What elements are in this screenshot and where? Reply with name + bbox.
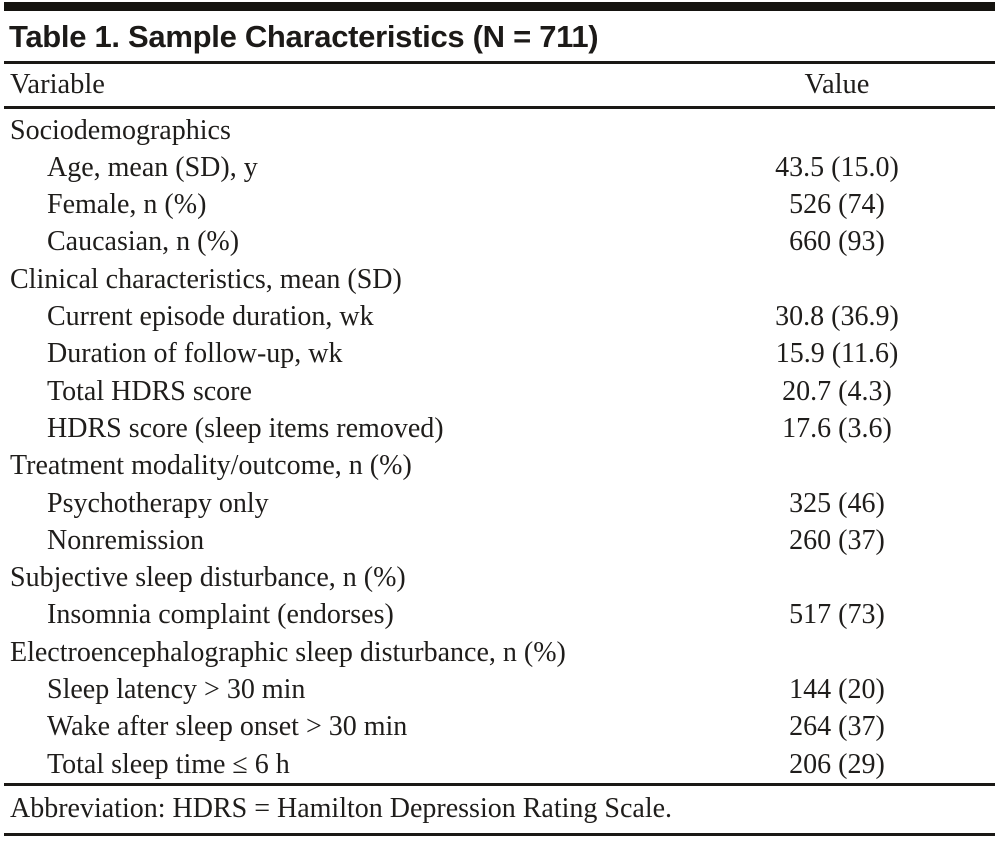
variable-cell: Insomnia complaint (endorses): [47, 599, 394, 631]
variable-cell: Duration of follow-up, wk: [47, 338, 343, 370]
value-cell: [687, 634, 987, 671]
value-cell: 20.7 (4.3): [782, 375, 892, 407]
value-cell: 15.9 (11.6): [775, 338, 899, 370]
top-accent-bar: [4, 2, 995, 11]
table-row: Insomnia complaint (endorses) 517 (73): [4, 596, 995, 633]
variable-cell: Sleep latency > 30 min: [47, 674, 306, 706]
value-cell: 43.5 (15.0): [775, 151, 899, 183]
section-header-label: Electroencephalographic sleep disturbanc…: [10, 636, 566, 668]
variable-cell: Total HDRS score: [47, 375, 252, 407]
section-header-row: Treatment modality/outcome, n (%): [4, 447, 995, 484]
value-cell: [687, 112, 987, 149]
table-body: Sociodemographics Age, mean (SD), y 43.5…: [4, 109, 995, 783]
table-footnote: Abbreviation: HDRS = Hamilton Depression…: [10, 793, 673, 825]
value-cell: 144 (20): [789, 674, 885, 706]
table-row: Total sleep time ≤ 6 h 206 (29): [4, 746, 995, 783]
section-header-row: Subjective sleep disturbance, n (%): [4, 559, 995, 596]
rule-above-footnote: [4, 782, 995, 786]
section-header-label: Treatment modality/outcome, n (%): [10, 450, 412, 482]
table-row: Female, n (%) 526 (74): [4, 186, 995, 223]
value-cell: 17.6 (3.6): [782, 412, 892, 444]
variable-cell: Nonremission: [47, 524, 205, 556]
variable-cell: Age, mean (SD), y: [47, 151, 258, 183]
column-header-variable: Variable: [10, 69, 105, 100]
value-cell: 517 (73): [789, 599, 885, 631]
rule-below-title: [4, 61, 995, 64]
table-title: Table 1. Sample Characteristics (N = 711…: [9, 19, 599, 54]
column-header-value: Value: [804, 69, 870, 100]
value-cell: 660 (93): [789, 226, 885, 258]
variable-cell: Current episode duration, wk: [47, 301, 374, 333]
rule-bottom: [4, 832, 995, 836]
value-cell: [687, 261, 987, 298]
section-header-label: Clinical characteristics, mean (SD): [10, 263, 402, 295]
value-cell: [687, 559, 987, 596]
table-row: Current episode duration, wk 30.8 (36.9): [4, 298, 995, 335]
column-header-row: Variable Value: [4, 64, 995, 106]
value-cell: 260 (37): [789, 524, 885, 556]
value-cell: 30.8 (36.9): [775, 301, 899, 333]
section-header-label: Subjective sleep disturbance, n (%): [10, 562, 406, 594]
table-row: Caucasian, n (%) 660 (93): [4, 223, 995, 260]
value-cell: 325 (46): [789, 487, 885, 519]
table-row: Wake after sleep onset > 30 min 264 (37): [4, 708, 995, 745]
section-header-row: Clinical characteristics, mean (SD): [4, 261, 995, 298]
value-cell: 264 (37): [789, 711, 885, 743]
value-cell: 526 (74): [789, 189, 885, 221]
variable-cell: Psychotherapy only: [47, 487, 269, 519]
value-cell: 206 (29): [789, 748, 885, 780]
table-row: Total HDRS score 20.7 (4.3): [4, 373, 995, 410]
section-header-row: Sociodemographics: [4, 112, 995, 149]
variable-cell: Wake after sleep onset > 30 min: [47, 711, 408, 743]
table-row: Sleep latency > 30 min 144 (20): [4, 671, 995, 708]
variable-cell: Female, n (%): [47, 189, 207, 221]
table-row: HDRS score (sleep items removed) 17.6 (3…: [4, 410, 995, 447]
rule-below-header: [4, 106, 995, 109]
section-header-row: Electroencephalographic sleep disturbanc…: [4, 634, 995, 671]
table-row: Nonremission 260 (37): [4, 522, 995, 559]
variable-cell: Total sleep time ≤ 6 h: [47, 748, 290, 780]
section-header-label: Sociodemographics: [10, 114, 231, 146]
variable-cell: HDRS score (sleep items removed): [47, 412, 444, 444]
value-cell: [687, 447, 987, 484]
table-row: Psychotherapy only 325 (46): [4, 485, 995, 522]
table-row: Age, mean (SD), y 43.5 (15.0): [4, 149, 995, 186]
table-row: Duration of follow-up, wk 15.9 (11.6): [4, 335, 995, 372]
variable-cell: Caucasian, n (%): [47, 226, 240, 258]
